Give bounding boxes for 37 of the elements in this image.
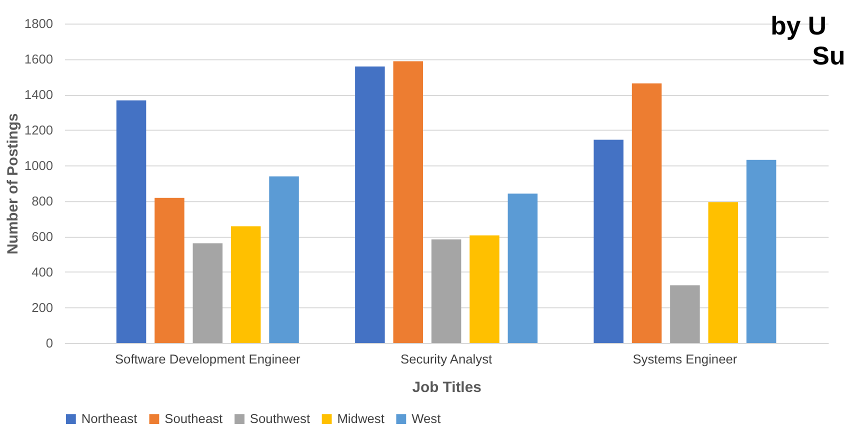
y-tick-label: 800 xyxy=(32,193,54,208)
bar xyxy=(470,235,500,343)
bar xyxy=(431,239,462,343)
x-tick-label: Security Analyst xyxy=(400,351,493,366)
legend-label: West xyxy=(412,411,442,426)
y-tick-label: 600 xyxy=(32,228,54,244)
bar xyxy=(508,194,538,343)
bar xyxy=(393,61,423,343)
bar xyxy=(269,176,299,343)
bar xyxy=(355,66,385,343)
annotation: Su xyxy=(812,42,846,70)
y-tick-label: 1000 xyxy=(24,158,54,173)
legend-label: Southwest xyxy=(250,411,310,426)
annotation: by U xyxy=(770,12,826,41)
bar xyxy=(670,285,700,343)
bar xyxy=(594,140,624,343)
y-tick-label: 400 xyxy=(32,264,54,280)
x-axis-title: Job Titles xyxy=(412,380,482,396)
x-tick-label: Systems Engineer xyxy=(632,351,738,366)
bar xyxy=(746,160,776,343)
bar xyxy=(230,226,261,343)
y-axis-title: Number of Postings xyxy=(5,113,22,254)
bar xyxy=(192,243,223,343)
x-tick-label: Software Development Engineer xyxy=(114,351,302,366)
bar xyxy=(116,100,146,343)
legend-label: Southeast xyxy=(164,411,224,426)
bar xyxy=(708,202,738,343)
y-tick-label: 1600 xyxy=(24,52,54,67)
y-tick-label: 1400 xyxy=(24,87,54,102)
y-tick-label: 0 xyxy=(46,335,54,350)
legend-label: Midwest xyxy=(337,411,385,426)
y-tick-label: 1800 xyxy=(24,16,54,32)
y-tick-label: 1200 xyxy=(24,122,54,138)
bar xyxy=(632,83,662,343)
bar xyxy=(154,198,184,343)
legend-label: Northeast xyxy=(81,411,138,426)
y-tick-label: 200 xyxy=(32,300,54,315)
